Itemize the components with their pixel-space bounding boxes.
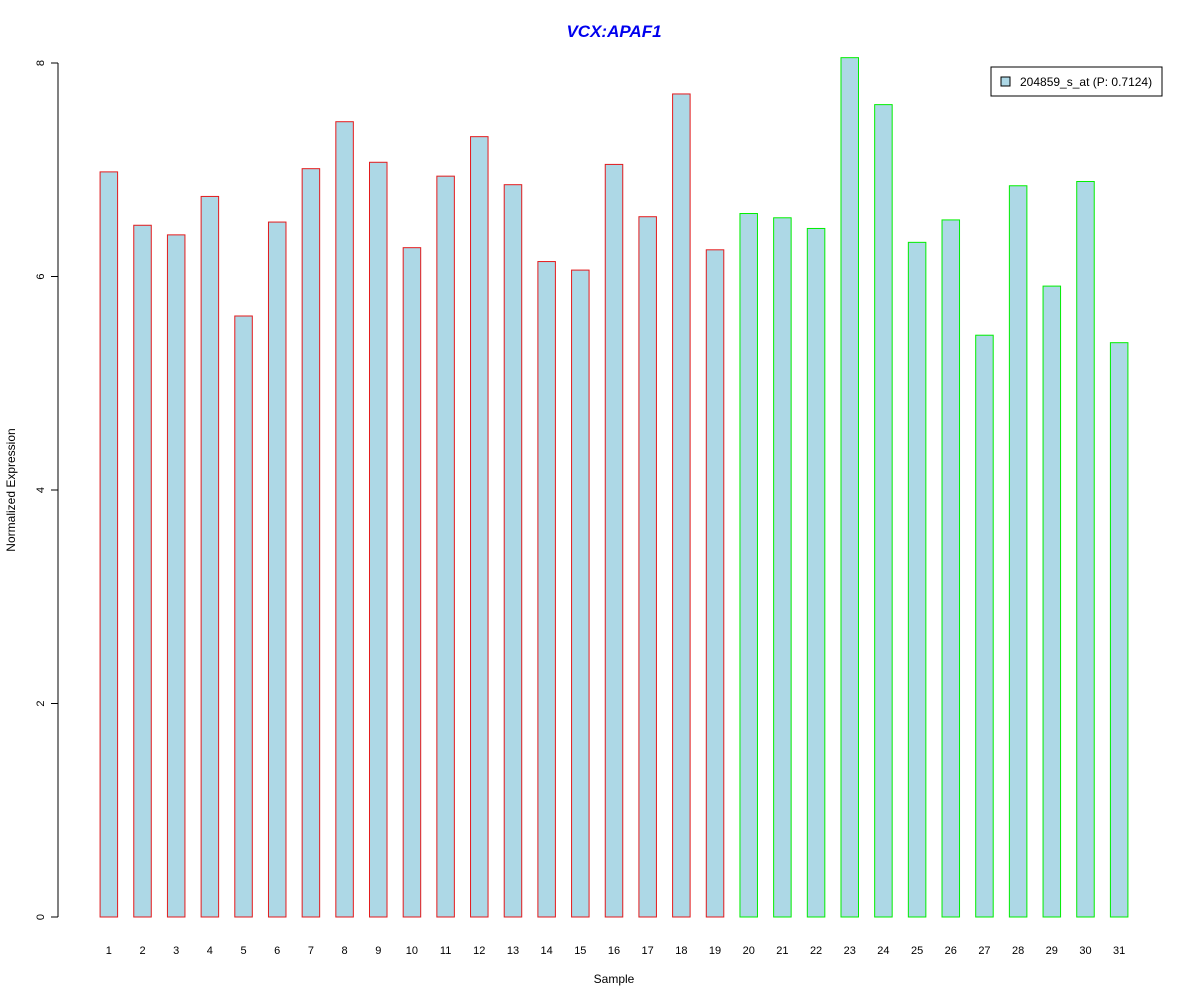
x-tick-label: 22 xyxy=(810,945,822,957)
x-tick-label: 21 xyxy=(776,945,788,957)
bar-sample-28 xyxy=(1008,185,1028,918)
bar-sample-27 xyxy=(975,334,994,918)
bar-sample-4 xyxy=(200,195,220,918)
bar-sample-15 xyxy=(571,269,590,918)
x-tick-label: 11 xyxy=(440,945,451,957)
chart-title: VCX:APAF1 xyxy=(566,22,661,41)
y-axis-label: Normalized Expression xyxy=(4,428,18,551)
bar-sample-5 xyxy=(234,315,253,918)
bar-sample-1 xyxy=(99,171,119,918)
x-tick-label: 29 xyxy=(1046,945,1058,957)
bar-sample-2 xyxy=(133,224,152,918)
x-tick-label: 30 xyxy=(1079,945,1091,957)
x-tick-label: 6 xyxy=(274,945,280,957)
bar-sample-25 xyxy=(907,241,927,918)
x-tick-label: 12 xyxy=(473,945,485,957)
x-tick-label: 25 xyxy=(911,945,923,957)
x-tick-label: 3 xyxy=(173,945,179,957)
legend: 204859_s_at (P: 0.7124) xyxy=(990,66,1163,97)
bar-sample-18 xyxy=(672,93,691,918)
bar-sample-21 xyxy=(773,217,792,918)
x-tick-label: 26 xyxy=(945,945,957,957)
x-tick-labels: 1 2 3 4 5 6 7 8 9 10 11 12 13 14 15 16 17 18 19 20 21 22 23 24 2… xyxy=(106,945,1126,957)
x-tick-label: 27 xyxy=(978,945,990,957)
bar-sample-24 xyxy=(874,104,893,918)
x-tick-label: 8 xyxy=(342,945,348,957)
bar-sample-26 xyxy=(941,219,961,918)
x-tick-label: 2 xyxy=(139,945,145,957)
bar-sample-3 xyxy=(166,234,186,918)
y-tick-label: 4 xyxy=(35,487,47,493)
x-tick-label: 24 xyxy=(877,945,889,957)
y-tick-label: 8 xyxy=(35,60,47,66)
x-tick-label: 16 xyxy=(608,945,620,957)
x-tick-label: 10 xyxy=(406,945,418,957)
x-axis-label: Sample xyxy=(594,972,635,986)
legend-box xyxy=(990,66,1163,97)
x-tick-label: 14 xyxy=(541,945,553,957)
y-axis: 0 2 4 6 8 xyxy=(35,60,59,920)
x-tick-label: 4 xyxy=(207,945,213,957)
bar-sample-7 xyxy=(301,168,321,918)
x-tick-label: 9 xyxy=(375,945,381,957)
y-tick-label: 6 xyxy=(35,273,47,279)
bar-sample-17 xyxy=(638,216,657,918)
y-tick-label: 0 xyxy=(35,914,47,920)
bars-group xyxy=(99,57,1129,918)
y-tick-label: 2 xyxy=(35,700,47,706)
bar-sample-9 xyxy=(369,161,388,918)
x-tick-label: 20 xyxy=(743,945,755,957)
bar-sample-10 xyxy=(402,247,422,918)
legend-label: 204859_s_at (P: 0.7124) xyxy=(1020,75,1152,89)
x-tick-label: 17 xyxy=(642,945,654,957)
bar-sample-6 xyxy=(267,221,287,918)
x-tick-label: 1 xyxy=(106,945,112,957)
bar-sample-19 xyxy=(705,249,725,918)
bar-sample-23 xyxy=(840,57,859,918)
bar-sample-16 xyxy=(604,163,624,918)
bar-sample-31 xyxy=(1109,342,1129,918)
bar-sample-29 xyxy=(1042,285,1062,918)
x-tick-label: 28 xyxy=(1012,945,1024,957)
x-tick-label: 23 xyxy=(844,945,856,957)
bar-sample-12 xyxy=(470,136,489,918)
bar-sample-20 xyxy=(739,213,758,918)
bar-sample-11 xyxy=(436,175,455,918)
x-tick-label: 31 xyxy=(1113,945,1125,957)
bar-sample-30 xyxy=(1076,180,1095,918)
bar-sample-13 xyxy=(503,184,523,918)
legend-swatch xyxy=(1000,76,1011,87)
x-tick-label: 15 xyxy=(574,945,586,957)
x-tick-label: 18 xyxy=(675,945,687,957)
x-tick-label: 5 xyxy=(240,945,246,957)
x-tick-label: 13 xyxy=(507,945,519,957)
x-tick-label: 19 xyxy=(709,945,721,957)
bar-sample-8 xyxy=(335,121,354,918)
bar-sample-22 xyxy=(806,227,826,918)
bar-sample-14 xyxy=(537,261,556,918)
x-tick-label: 7 xyxy=(308,945,314,957)
